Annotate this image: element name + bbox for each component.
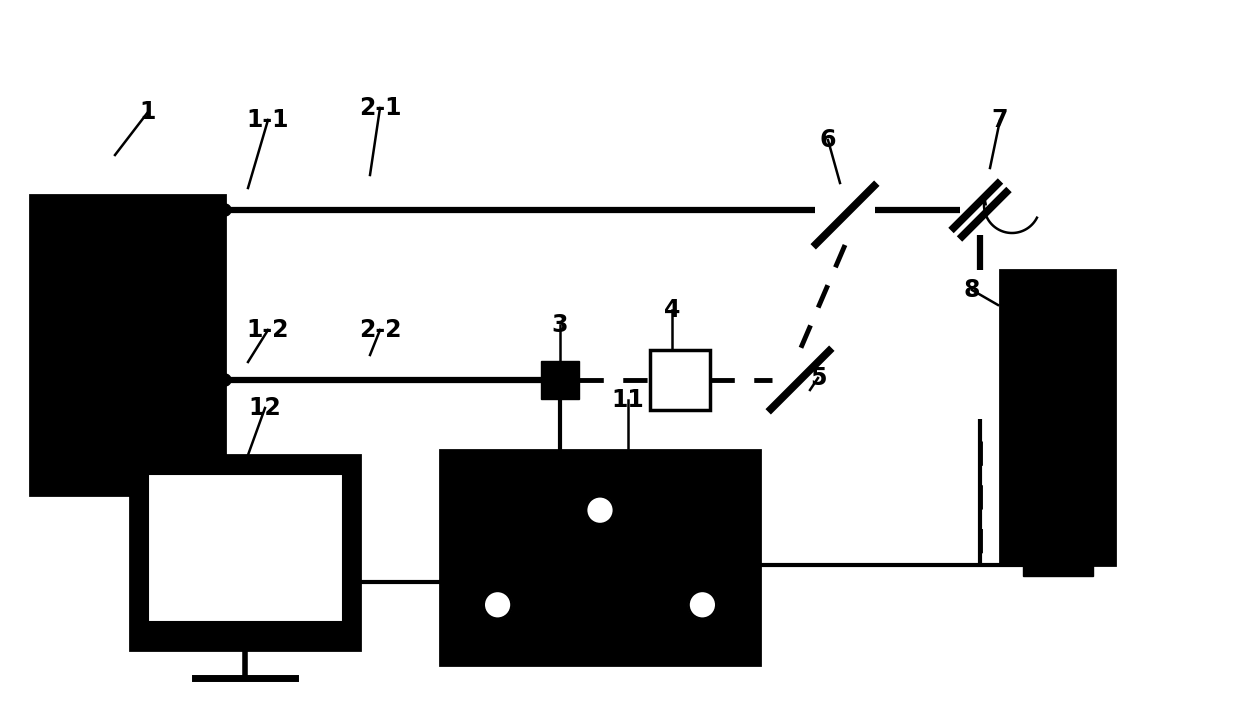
Circle shape bbox=[587, 496, 614, 524]
Circle shape bbox=[219, 374, 231, 386]
Text: 4: 4 bbox=[663, 298, 681, 322]
Bar bbox=[440, 450, 760, 665]
Text: 3: 3 bbox=[552, 313, 568, 337]
Bar bbox=[130, 455, 360, 650]
Text: 9: 9 bbox=[1029, 388, 1047, 412]
Circle shape bbox=[484, 591, 512, 619]
Circle shape bbox=[219, 204, 231, 216]
Bar bbox=[30, 195, 224, 495]
Text: 2-1: 2-1 bbox=[358, 96, 402, 120]
Text: 2-2: 2-2 bbox=[358, 318, 402, 342]
Bar bbox=[1023, 554, 1092, 576]
Text: 1-1: 1-1 bbox=[247, 108, 289, 132]
Bar bbox=[541, 361, 579, 399]
Text: 12: 12 bbox=[249, 396, 281, 420]
Text: 7: 7 bbox=[992, 108, 1008, 132]
Text: 8: 8 bbox=[963, 278, 981, 302]
Text: 11: 11 bbox=[611, 388, 645, 412]
Text: 1-2: 1-2 bbox=[247, 318, 289, 342]
Bar bbox=[1030, 419, 1086, 441]
Circle shape bbox=[688, 591, 717, 619]
Text: 1: 1 bbox=[140, 100, 156, 124]
Text: 10: 10 bbox=[1006, 518, 1038, 542]
Bar bbox=[148, 474, 343, 622]
Text: 5: 5 bbox=[810, 366, 826, 390]
Text: 6: 6 bbox=[820, 128, 836, 152]
Bar bbox=[999, 270, 1115, 565]
Bar bbox=[650, 350, 711, 410]
